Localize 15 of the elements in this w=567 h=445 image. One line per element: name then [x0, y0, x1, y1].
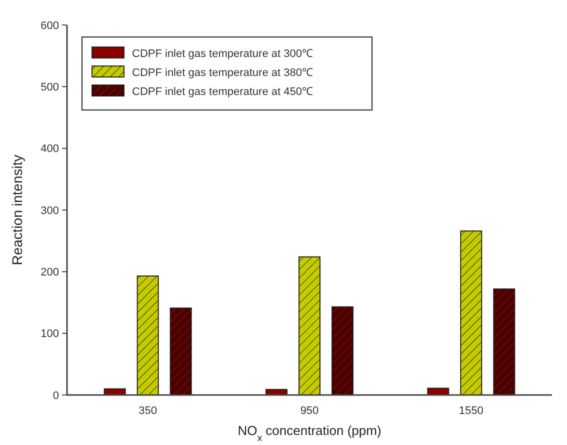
y-tick-label: 0 [52, 390, 59, 402]
legend-label: CDPF inlet gas temperature at 450℃ [132, 86, 313, 98]
x-axis-title: NO$_{x}$ concentration (ppm) [238, 423, 382, 444]
legend-label: CDPF inlet gas temperature at 300℃ [132, 48, 313, 60]
x-tick-label: 350 [138, 405, 158, 417]
x-tick-label: 1550 [458, 405, 484, 417]
y-tick-label: 400 [40, 143, 59, 156]
y-tick-label: 500 [40, 82, 59, 94]
y-axis-title: Reaction intensity [9, 154, 25, 266]
x-tick-label: 950 [300, 405, 319, 417]
legend-label: CDPF inlet gas temperature at 380℃ [132, 66, 313, 79]
y-tick-label: 100 [40, 328, 59, 340]
y-tick-label: 300 [40, 204, 59, 217]
y-tick-label: 200 [40, 266, 59, 279]
y-tick-label: 600 [40, 20, 59, 32]
